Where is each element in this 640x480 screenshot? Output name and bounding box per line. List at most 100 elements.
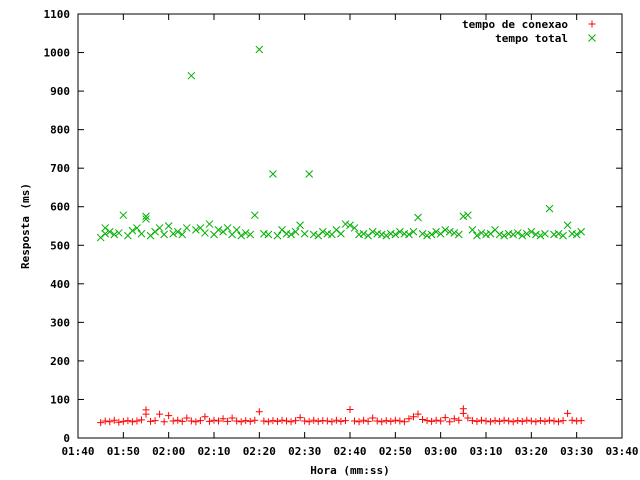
tempo-total-point xyxy=(500,231,508,240)
tempo-de-conexao-point xyxy=(305,418,313,426)
x-tick-label: 02:20 xyxy=(243,445,276,458)
tempo-total-point xyxy=(337,229,345,238)
tempo-total-point xyxy=(545,204,554,213)
legend-marker xyxy=(588,20,596,28)
tempo-total-point xyxy=(532,230,540,239)
tempo-total-point xyxy=(114,229,123,237)
tempo-de-conexao-point xyxy=(260,417,268,425)
tempo-total-point xyxy=(205,220,214,228)
tempo-de-conexao-point xyxy=(264,418,272,426)
tempo-de-conexao-point xyxy=(373,417,381,425)
tempo-de-conexao-point xyxy=(278,416,286,424)
tempo-total-point xyxy=(133,224,141,232)
tempo-de-conexao-point xyxy=(577,417,585,425)
tempo-de-conexao-point xyxy=(568,416,576,424)
tempo-de-conexao-point xyxy=(459,409,467,417)
tempo-de-conexao-point xyxy=(142,410,150,418)
tempo-total-point xyxy=(273,231,282,240)
x-tick-label: 02:30 xyxy=(288,445,321,458)
tempo-de-conexao-point xyxy=(351,417,359,425)
y-axis: 0 100 200 300 400 500 600 700 800 900 1000 1100 xyxy=(44,8,622,445)
tempo-total-point xyxy=(563,221,572,230)
tempo-de-conexao-point xyxy=(323,417,331,425)
tempo-total-point xyxy=(142,212,150,221)
tempo-total-point xyxy=(318,227,327,236)
tempo-de-conexao-point xyxy=(559,417,567,425)
tempo-de-conexao-point xyxy=(491,417,499,425)
tempo-total-point xyxy=(368,227,377,236)
tempo-total-point xyxy=(110,230,119,239)
tempo-total-point xyxy=(441,226,450,234)
tempo-de-conexao-point xyxy=(550,417,558,425)
tempo-de-conexao-point xyxy=(292,417,300,425)
tempo-de-conexao-point xyxy=(192,418,200,426)
tempo-de-conexao-point xyxy=(328,418,336,426)
tempo-de-conexao-point xyxy=(364,417,372,425)
x-tick-label: 03:40 xyxy=(605,445,638,458)
tempo-de-conexao-point xyxy=(287,418,295,426)
tempo-total-point xyxy=(518,231,527,240)
tempo-total-point xyxy=(554,229,563,238)
tempo-de-conexao-point xyxy=(564,409,572,417)
tempo-de-conexao-point xyxy=(482,417,490,425)
tempo-total-point xyxy=(346,221,354,230)
tempo-total-point xyxy=(477,229,486,237)
tempo-total-point xyxy=(423,231,431,240)
tempo-total-point xyxy=(187,71,196,80)
tempo-total-point xyxy=(269,170,277,178)
tempo-de-conexao-point xyxy=(273,417,281,425)
tempo-total-point xyxy=(182,224,191,232)
tempo-de-conexao-point xyxy=(301,417,309,425)
tempo-de-conexao-point xyxy=(246,417,254,425)
tempo-de-conexao-point xyxy=(128,418,136,426)
tempo-total-point xyxy=(142,215,150,223)
tempo-total-point xyxy=(450,229,459,237)
tempo-de-conexao-point xyxy=(545,416,553,424)
tempo-de-conexao-point xyxy=(423,417,431,425)
tempo-total-point xyxy=(128,226,137,235)
tempo-de-conexao-point xyxy=(137,416,145,424)
x-tick-label: 03:10 xyxy=(469,445,502,458)
tempo-total-point xyxy=(137,229,146,238)
tempo-total-point xyxy=(527,227,536,236)
tempo-total-point xyxy=(377,230,386,239)
tempo-total-point xyxy=(287,230,295,239)
tempo-total-point xyxy=(468,226,477,234)
tempo-total-point xyxy=(155,224,164,232)
y-tick-label: 700 xyxy=(50,162,70,175)
tempo-de-conexao-point xyxy=(355,418,363,426)
x-tick-label: 03:00 xyxy=(424,445,457,458)
x-tick-label: 02:10 xyxy=(197,445,230,458)
x-tick-label: 02:40 xyxy=(333,445,366,458)
tempo-total-point xyxy=(237,231,246,240)
tempo-total-point xyxy=(291,227,300,236)
tempo-de-conexao-point xyxy=(251,416,259,424)
tempo-total-point xyxy=(309,230,318,239)
tempo-total-point xyxy=(105,227,114,236)
tempo-total-point xyxy=(201,229,209,237)
y-axis-label: Resposta (ms) xyxy=(19,183,32,269)
tempo-total-point xyxy=(359,229,368,238)
tempo-total-point xyxy=(300,229,309,238)
tempo-total-point xyxy=(427,230,436,239)
tempo-de-conexao-point xyxy=(156,410,164,418)
tempo-total-point xyxy=(164,222,173,230)
tempo-total-point xyxy=(414,213,422,222)
x-tick-label: 03:30 xyxy=(560,445,593,458)
tempo-total-point xyxy=(405,230,413,239)
tempo-de-conexao-point xyxy=(378,418,386,426)
tempo-de-conexao-point xyxy=(178,417,186,425)
data-points xyxy=(96,45,586,427)
tempo-total-point xyxy=(509,230,518,239)
tempo-de-conexao-point xyxy=(310,416,318,424)
tempo-de-conexao-point xyxy=(124,417,132,425)
tempo-de-conexao-point xyxy=(527,417,535,425)
x-tick-label: 02:50 xyxy=(379,445,412,458)
tempo-total-point xyxy=(459,212,468,221)
tempo-de-conexao-point xyxy=(228,414,236,422)
tempo-total-point xyxy=(522,229,531,238)
tempo-de-conexao-point xyxy=(215,417,223,425)
tempo-total-point xyxy=(305,170,314,178)
tempo-total-point xyxy=(432,227,440,236)
plot-frame xyxy=(77,13,623,439)
